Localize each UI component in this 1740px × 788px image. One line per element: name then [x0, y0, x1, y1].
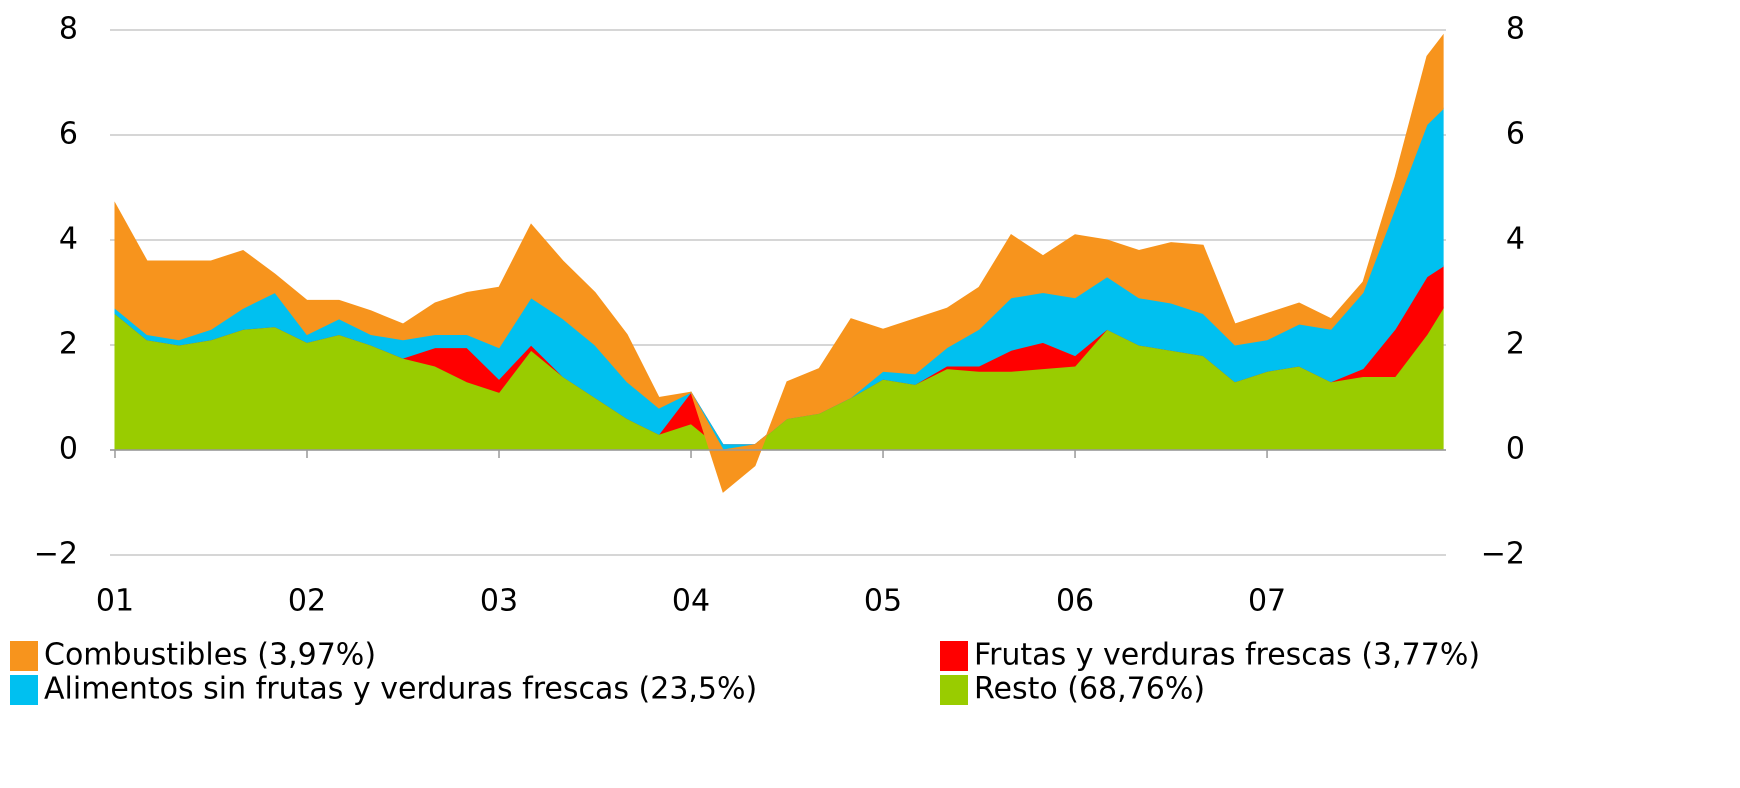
legend-swatch [10, 675, 38, 705]
y-tick-label: 6 [59, 117, 78, 152]
y-tick-label: −2 [34, 537, 78, 572]
area [114, 33, 1444, 493]
x-tick-label: 05 [864, 584, 902, 619]
y2-tick-label: 4 [1506, 222, 1525, 257]
y-tick-label: 4 [59, 222, 78, 257]
y-tick-label: 8 [59, 12, 78, 47]
legend-swatch [940, 641, 968, 671]
y-tick-label: 2 [59, 327, 78, 362]
legend-swatch [10, 641, 38, 671]
legend-label: Combustibles (3,97%) [44, 638, 376, 673]
x-tick-label: 03 [480, 584, 518, 619]
y-tick-label: 0 [59, 432, 78, 467]
x-tick-label: 07 [1248, 584, 1286, 619]
y2-tick-label: 8 [1506, 12, 1525, 47]
legend-swatch [940, 675, 968, 705]
x-tick-label: 06 [1056, 584, 1094, 619]
y2-tick-label: 2 [1506, 327, 1525, 362]
x-tick-label: 04 [672, 584, 710, 619]
y2-tick-label: −2 [1481, 537, 1525, 572]
x-tick-label: 01 [96, 584, 134, 619]
legend-label: Resto (68,76%) [974, 672, 1205, 707]
legend-label: Frutas y verduras frescas (3,77%) [974, 638, 1480, 673]
y2-tick-label: 6 [1506, 117, 1525, 152]
y2-tick-label: 0 [1506, 432, 1525, 467]
legend-label: Alimentos sin frutas y verduras frescas … [44, 672, 757, 707]
x-tick-label: 02 [288, 584, 326, 619]
